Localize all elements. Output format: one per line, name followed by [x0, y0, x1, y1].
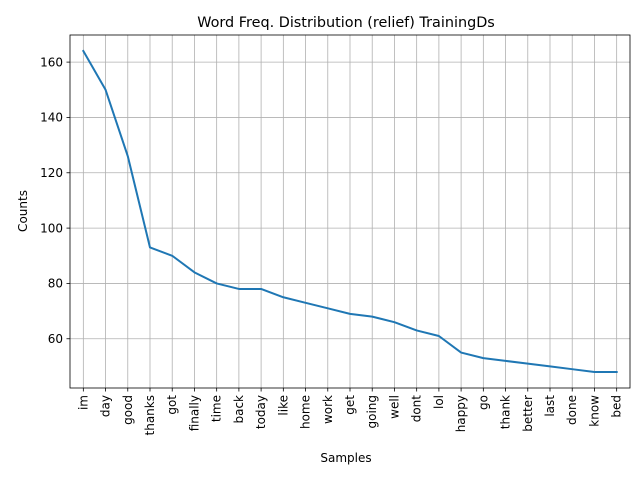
y-tick-label: 140 — [40, 111, 63, 125]
x-tick-label: thank — [499, 395, 513, 429]
data-point — [393, 321, 395, 323]
x-tick-label: time — [210, 395, 224, 422]
series-line — [81, 49, 618, 373]
x-tick-label: going — [365, 395, 379, 429]
data-point — [438, 335, 440, 337]
x-tick-label: work — [321, 395, 335, 424]
x-tick-label: good — [121, 395, 135, 425]
x-tick-label: get — [343, 395, 357, 415]
x-tick-label: well — [387, 395, 401, 419]
x-tick-label: got — [165, 395, 179, 415]
grid — [70, 35, 630, 388]
data-point — [327, 307, 329, 309]
x-tick-label: back — [232, 395, 246, 424]
y-axis: 60 80 100 120 140 160 — [40, 55, 70, 346]
x-tick-label: better — [521, 395, 535, 432]
x-tick-label: today — [254, 395, 268, 429]
y-tick-label: 120 — [40, 166, 63, 180]
data-point — [371, 316, 373, 318]
x-axis-label: Samples — [320, 451, 371, 465]
data-point — [549, 365, 551, 367]
x-tick-label: finally — [187, 395, 201, 431]
x-tick-label: day — [99, 395, 113, 417]
x-tick-label: go — [476, 395, 490, 410]
data-point — [349, 313, 351, 315]
data-point — [460, 352, 462, 354]
data-point — [171, 255, 173, 257]
data-point — [505, 360, 507, 362]
x-tick-label: bed — [610, 395, 624, 418]
data-point — [482, 357, 484, 359]
x-tick-label: know — [587, 395, 601, 427]
data-point — [616, 371, 618, 373]
x-tick-label: happy — [454, 395, 468, 432]
x-tick-label: lol — [432, 395, 446, 409]
plot-frame — [69, 34, 631, 389]
x-tick-label: im — [76, 395, 90, 410]
data-point — [193, 271, 195, 273]
data-point — [282, 296, 284, 298]
data-point — [127, 155, 129, 157]
data-point — [305, 302, 307, 304]
x-tick-label: dont — [410, 395, 424, 423]
y-tick-label: 160 — [40, 55, 63, 69]
x-tick-label: thanks — [143, 395, 157, 435]
y-tick-label: 60 — [48, 332, 63, 346]
y-tick-label: 80 — [48, 277, 63, 291]
y-axis-label: Counts — [16, 190, 30, 232]
x-tick-label: home — [299, 395, 313, 429]
chart-title: Word Freq. Distribution (relief) Trainin… — [197, 15, 495, 31]
data-point — [593, 371, 595, 373]
x-axis: im day good thanks got finally time back today li… — [76, 388, 624, 435]
y-tick-label: 100 — [40, 221, 63, 235]
data-point — [216, 282, 218, 284]
x-tick-label: last — [543, 395, 557, 417]
x-tick-label: like — [276, 395, 290, 416]
data-point — [571, 368, 573, 370]
data-point — [149, 246, 151, 248]
data-point — [260, 288, 262, 290]
data-point — [527, 363, 529, 365]
series-layer — [81, 49, 618, 373]
data-point — [416, 329, 418, 331]
x-tick-label: done — [565, 395, 579, 425]
data-point — [82, 50, 84, 52]
data-point — [105, 89, 107, 91]
data-point — [238, 288, 240, 290]
